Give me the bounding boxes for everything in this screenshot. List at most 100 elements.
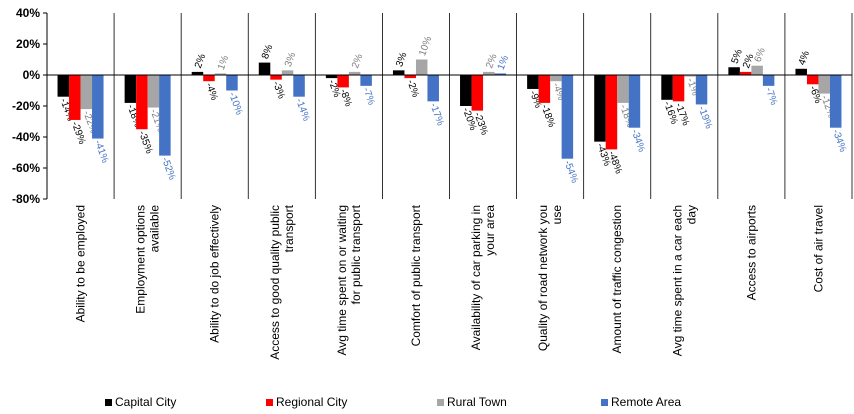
y-tick-label: 0%: [23, 68, 41, 82]
category-label-line: day: [684, 205, 698, 224]
bar: [695, 75, 708, 105]
bar: [672, 75, 685, 102]
bar: [494, 73, 507, 75]
data-label: -54%: [562, 159, 580, 185]
bar: [325, 75, 338, 79]
category-label-line: available: [148, 205, 162, 253]
y-tick-label: 40%: [16, 6, 40, 20]
bar: [57, 75, 70, 97]
data-label: 2%: [350, 52, 365, 69]
category-label: Amount of traffic congestion: [610, 205, 624, 354]
data-label: -35%: [136, 130, 154, 156]
bar: [538, 75, 551, 103]
x-axis: Ability to be employed Employment options…: [74, 204, 826, 359]
data-label: 2%: [193, 52, 208, 69]
legend-label: Capital City: [115, 395, 176, 409]
category-label: Avg time spent on or waitingfor public t…: [335, 204, 363, 355]
category-label-line: transport: [282, 204, 296, 252]
data-label: -18%: [539, 103, 557, 129]
data-label: -52%: [159, 156, 177, 182]
bar: [415, 59, 428, 75]
y-tick-label: -80%: [12, 192, 40, 206]
bar: [159, 75, 171, 156]
bar: [214, 73, 227, 75]
data-label: 2%: [741, 52, 756, 69]
data-label: 1%: [216, 54, 231, 71]
legend-swatch: [105, 399, 112, 406]
category-label-line: Avg time spent in a car each: [670, 205, 684, 356]
data-label: -4%: [203, 81, 219, 102]
bar: [226, 75, 238, 91]
data-label: 3%: [283, 51, 298, 68]
y-tick-label: -40%: [12, 130, 40, 144]
category-label: Comfort of public transport: [409, 204, 423, 346]
category-label: Ability to do job effectively: [208, 205, 222, 343]
category-label-line: your area: [483, 205, 497, 256]
category-label-line: Amount of traffic congestion: [610, 205, 624, 354]
bar: [561, 75, 574, 159]
legend: Capital City Regional City Rural Town Remot…: [105, 395, 681, 409]
category-label-line: for public transport: [349, 204, 363, 304]
category-label: Quality of road network youuse: [536, 205, 564, 351]
bar: [258, 62, 271, 75]
bar: [527, 75, 539, 89]
data-label: -41%: [92, 139, 110, 165]
data-label: -10%: [226, 91, 244, 117]
data-label: -17%: [427, 102, 445, 128]
bar: [270, 75, 282, 80]
bar: [69, 75, 81, 120]
bar: [392, 70, 405, 75]
data-label: -7%: [360, 86, 376, 107]
bar: [739, 71, 752, 75]
bar: [594, 75, 606, 142]
bar: [124, 75, 137, 103]
bar: [337, 75, 349, 88]
category-label: Access to airports: [744, 205, 758, 300]
bar: [483, 71, 495, 75]
data-label: 1%: [496, 54, 511, 71]
data-label: -8%: [337, 88, 353, 109]
category-label: Ability to be employed: [74, 205, 88, 322]
bar: [460, 75, 472, 106]
bar: [80, 75, 93, 110]
data-label: -7%: [763, 86, 779, 107]
bar: [628, 75, 641, 128]
legend-label: Rural Town: [447, 395, 507, 409]
data-label: -2%: [404, 78, 420, 99]
bar: [684, 75, 696, 77]
y-tick-label: -60%: [12, 161, 40, 175]
bar: [605, 75, 618, 150]
category-label: Avg time spent in a car eachday: [670, 205, 698, 356]
data-label: 10%: [417, 35, 434, 58]
bar: [471, 75, 484, 111]
y-axis: -80% -60% -40% -20% 0% 20% 40%: [12, 6, 48, 206]
category-label-line: Employment options: [134, 205, 148, 314]
legend-swatch: [266, 399, 273, 406]
bar: [795, 68, 807, 75]
legend-swatch: [601, 399, 608, 406]
category-label-line: Cost of air travel: [811, 205, 825, 292]
bar: [829, 75, 842, 128]
bar: [728, 67, 740, 75]
category-label-line: Access to airports: [744, 205, 758, 300]
bar: [661, 75, 673, 100]
bar: [191, 71, 204, 75]
bar: [203, 75, 215, 82]
category-label-line: Avg time spent on or waiting: [335, 205, 349, 356]
bar: [762, 75, 775, 86]
plot-area: -14% -18%2%8%-2%3%-20%-9%-43%-16%5% 4%-29%…: [46, 13, 853, 199]
category-label-line: Availability of car parking in: [469, 205, 483, 350]
y-tick-label: -20%: [12, 99, 40, 113]
bar: [427, 75, 439, 102]
data-label: 6%: [753, 46, 768, 63]
bar: [92, 75, 104, 139]
data-label: -19%: [696, 105, 714, 131]
data-label: -14%: [293, 97, 311, 123]
data-label: 8%: [260, 43, 275, 60]
legend-label: Remote Area: [611, 395, 681, 409]
bar: [360, 75, 372, 86]
bar: [147, 75, 160, 108]
category-label-line: use: [550, 205, 564, 225]
category-label: Availability of car parking inyour area: [469, 205, 497, 351]
